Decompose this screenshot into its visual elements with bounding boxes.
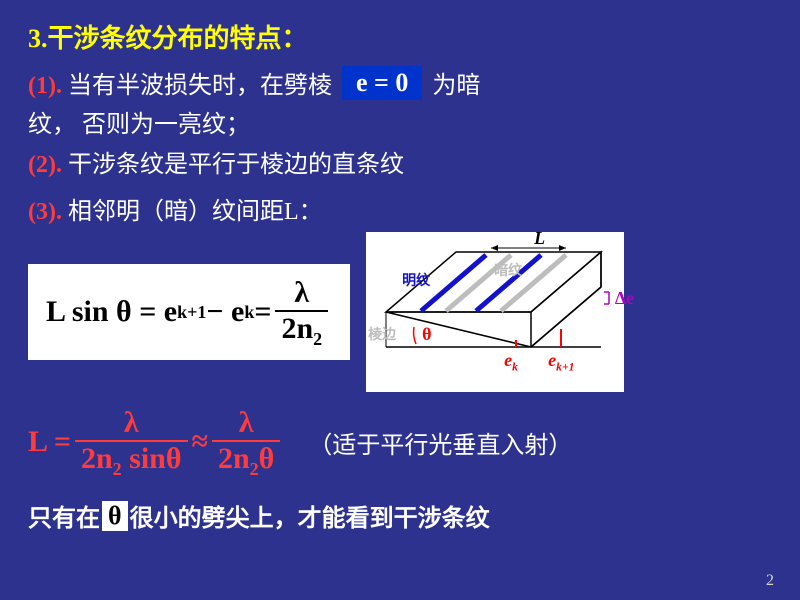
formula-1: L sin θ = ek+1 − ek = λ 2n2 bbox=[28, 264, 350, 360]
point-1-text-b: 纹， 否则为一亮纹； bbox=[28, 104, 772, 139]
mid-row: L sin θ = ek+1 − ek = λ 2n2 bbox=[28, 232, 772, 392]
point-1-label: (1). bbox=[28, 73, 62, 99]
point-3-label: (3). bbox=[28, 199, 62, 225]
point-1-text-a: (1). 当有半波损失时，在劈棱 bbox=[28, 65, 332, 100]
diagram-theta-label: θ bbox=[422, 324, 431, 345]
final-statement: 只有在 θ 很小的劈尖上，才能看到干涉条纹 bbox=[28, 498, 772, 533]
formula-1-fraction: λ 2n2 bbox=[275, 276, 328, 348]
point-1-text-c: 为暗 bbox=[432, 65, 480, 100]
diagram-dark-label: 暗纹 bbox=[494, 260, 522, 280]
page-number: 2 bbox=[766, 572, 774, 590]
wedge-diagram: 明纹 暗纹 棱边 L θ Δe ek ek+1 bbox=[366, 232, 624, 392]
point-3: (3). 相邻明（暗）纹间距L： bbox=[28, 191, 772, 226]
point-2: (2). 干涉条纹是平行于棱边的直条纹 bbox=[28, 149, 772, 181]
diagram-ek-label: ek bbox=[504, 350, 518, 374]
diagram-ek1-label: ek+1 bbox=[548, 350, 574, 374]
formula-2-row: L = λ 2n2 sinθ ≈ λ 2n2θ （适于平行光垂直入射） bbox=[28, 406, 772, 478]
diagram-bright-label: 明纹 bbox=[402, 270, 430, 290]
equation-badge-e0: e = 0 bbox=[342, 66, 422, 100]
diagram-edge-label: 棱边 bbox=[368, 324, 396, 344]
diagram-de-label: Δe bbox=[615, 288, 634, 309]
slide: 3.干涉条纹分布的特点： (1). 当有半波损失时，在劈棱 e = 0 为暗 纹… bbox=[0, 0, 800, 600]
point-2-label: (2). bbox=[28, 152, 62, 178]
point-1-row: (1). 当有半波损失时，在劈棱 e = 0 为暗 bbox=[28, 65, 772, 100]
diagram-L-label: L bbox=[534, 228, 545, 249]
section-title: 3.干涉条纹分布的特点： bbox=[28, 18, 772, 55]
formula-note: （适于平行光垂直入射） bbox=[308, 425, 572, 460]
formula-2: L = λ 2n2 sinθ ≈ λ 2n2θ bbox=[28, 406, 284, 478]
theta-badge: θ bbox=[102, 501, 128, 531]
